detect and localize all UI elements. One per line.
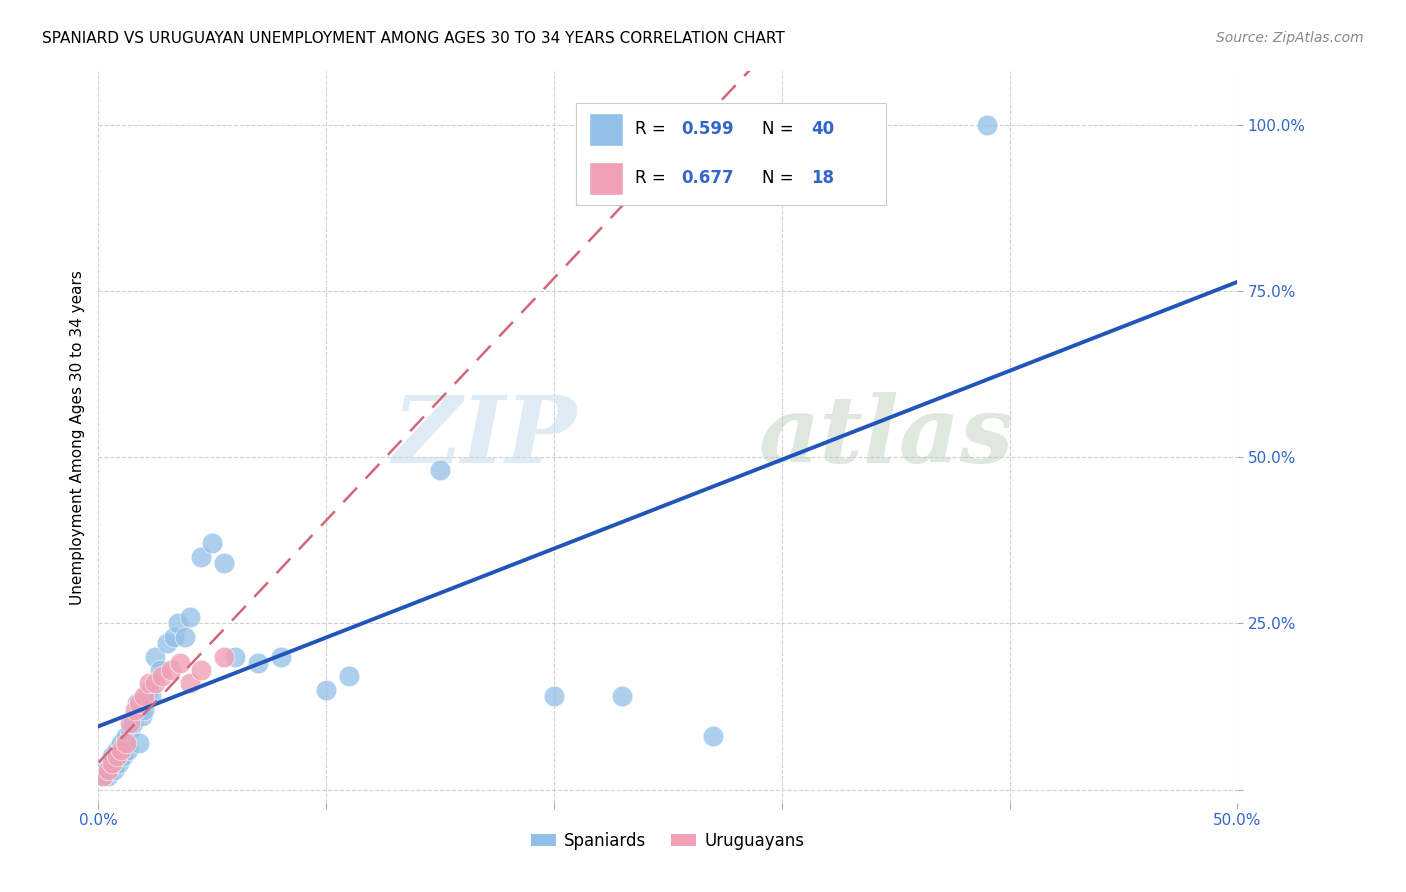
FancyBboxPatch shape xyxy=(589,162,623,194)
Point xyxy=(612,690,634,704)
Point xyxy=(201,536,224,550)
Point xyxy=(114,729,136,743)
Point xyxy=(156,636,179,650)
Point xyxy=(112,749,135,764)
Point xyxy=(190,663,212,677)
Text: R =: R = xyxy=(636,169,671,187)
FancyBboxPatch shape xyxy=(589,113,623,145)
Point xyxy=(139,690,162,704)
Point xyxy=(121,716,143,731)
Point xyxy=(132,703,155,717)
Text: N =: N = xyxy=(762,169,799,187)
Point xyxy=(167,616,190,631)
Point xyxy=(212,557,235,571)
Point xyxy=(224,649,246,664)
Point xyxy=(110,736,132,750)
Text: 18: 18 xyxy=(811,169,835,187)
Point xyxy=(110,742,132,756)
Point xyxy=(270,649,292,664)
Text: Source: ZipAtlas.com: Source: ZipAtlas.com xyxy=(1216,31,1364,45)
Point xyxy=(160,663,183,677)
Point xyxy=(169,656,191,670)
Point xyxy=(120,716,142,731)
Point xyxy=(190,549,212,564)
Point xyxy=(174,630,197,644)
Point xyxy=(145,676,167,690)
Point xyxy=(145,649,167,664)
Point xyxy=(702,729,724,743)
Point xyxy=(91,769,114,783)
Point xyxy=(96,763,118,777)
Point xyxy=(179,676,201,690)
Point xyxy=(315,682,337,697)
Point xyxy=(128,696,150,710)
Point xyxy=(138,682,160,697)
Text: SPANIARD VS URUGUAYAN UNEMPLOYMENT AMONG AGES 30 TO 34 YEARS CORRELATION CHART: SPANIARD VS URUGUAYAN UNEMPLOYMENT AMONG… xyxy=(42,31,785,46)
Point xyxy=(212,649,235,664)
Text: 0.677: 0.677 xyxy=(682,169,734,187)
Point xyxy=(103,763,125,777)
Point xyxy=(124,703,146,717)
Point xyxy=(162,630,184,644)
Point xyxy=(131,709,153,723)
Point xyxy=(138,676,160,690)
Text: R =: R = xyxy=(636,120,671,138)
Point xyxy=(179,609,201,624)
Text: 40: 40 xyxy=(811,120,835,138)
Point xyxy=(429,463,451,477)
Legend: Spaniards, Uruguayans: Spaniards, Uruguayans xyxy=(524,825,811,856)
Point xyxy=(150,669,173,683)
Point xyxy=(132,690,155,704)
Point xyxy=(117,742,139,756)
Point xyxy=(114,736,136,750)
Text: N =: N = xyxy=(762,120,799,138)
Point xyxy=(128,736,150,750)
Point xyxy=(337,669,360,683)
Point xyxy=(149,663,172,677)
Point xyxy=(91,769,114,783)
Point xyxy=(108,756,131,770)
Point xyxy=(96,769,118,783)
Text: ZIP: ZIP xyxy=(392,392,576,482)
Point xyxy=(101,756,124,770)
Point xyxy=(120,723,142,737)
Text: atlas: atlas xyxy=(759,392,1014,482)
Point xyxy=(246,656,269,670)
Y-axis label: Unemployment Among Ages 30 to 34 years: Unemployment Among Ages 30 to 34 years xyxy=(69,269,84,605)
Point xyxy=(98,756,121,770)
Point xyxy=(105,742,128,756)
Text: 0.599: 0.599 xyxy=(682,120,734,138)
Point xyxy=(543,690,565,704)
Point xyxy=(101,749,124,764)
Point xyxy=(105,749,128,764)
Point xyxy=(976,118,998,132)
Point xyxy=(127,696,149,710)
Point xyxy=(94,763,117,777)
